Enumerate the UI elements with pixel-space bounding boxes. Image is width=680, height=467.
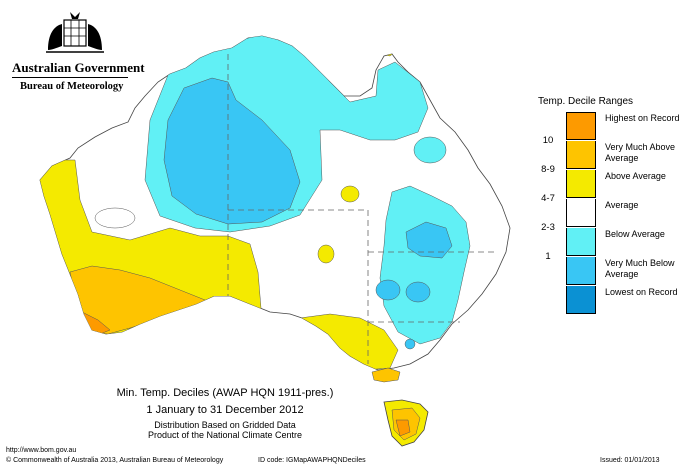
legend-swatch — [566, 228, 596, 256]
caption-product: Product of the National Climate Centre — [147, 430, 303, 440]
region-above-average-spot-2 — [317, 244, 335, 264]
legend-label: Average — [605, 200, 639, 210]
legend-swatch — [566, 257, 596, 285]
legend-label: Below Average — [605, 229, 665, 239]
caption-period: 1 January to 31 December 2012 — [146, 404, 304, 416]
region-very-much-below-east-2 — [375, 279, 401, 301]
legend-label: Very Much Above Average — [605, 142, 676, 163]
copyright-text: © Commonwealth of Australia 2013, Austra… — [6, 457, 224, 464]
bureau-subtitle: Bureau of Meteorology — [20, 81, 124, 92]
caption-method: Distribution Based on Gridded Data — [154, 420, 296, 430]
legend-swatch — [566, 112, 596, 140]
region-very-much-below-north — [163, 77, 301, 225]
legend-label: Very Much Below Average — [605, 258, 675, 279]
map-caption: Min. Temp. Deciles (AWAP HQN 1911-pres.)… — [100, 387, 350, 440]
legend-swatch — [566, 199, 596, 227]
region-average-west-spot — [94, 207, 136, 229]
region-below-average-cape — [413, 136, 447, 164]
website-url: http://www.bom.gov.au — [6, 447, 77, 454]
legend-decile: 8-9 — [541, 164, 555, 175]
legend-label: Above Average — [605, 171, 666, 181]
legend-decile: 2-3 — [541, 222, 555, 233]
region-above-average-cape-york — [379, 36, 401, 57]
legend-swatch — [566, 170, 596, 198]
region-very-much-below-east-4 — [404, 338, 416, 350]
region-very-much-below-east-3 — [405, 281, 431, 303]
region-above-average-spot-1 — [340, 185, 360, 203]
legend-swatch — [566, 141, 596, 169]
issued-date-text: Issued: 01/01/2013 — [600, 457, 660, 464]
legend-decile: 10 — [542, 135, 554, 146]
id-code-text: ID code: IGMapAWAPHQNDeciles — [258, 457, 366, 464]
caption-title: Min. Temp. Deciles (AWAP HQN 1911-pres.) — [116, 387, 334, 399]
legend-decile: 4-7 — [541, 193, 555, 204]
legend-swatch — [566, 286, 596, 314]
region-very-much-below-east-1 — [405, 221, 453, 259]
region-very-much-above-vic — [371, 367, 401, 383]
header-divider — [12, 77, 128, 78]
legend-label: Highest on Record — [605, 113, 680, 123]
legend-label: Lowest on Record — [605, 287, 678, 297]
legend-decile: 1 — [545, 251, 551, 262]
tasmania — [383, 399, 429, 447]
government-title: Australian Government — [12, 60, 145, 75]
legend-title: Temp. Decile Ranges — [538, 96, 634, 107]
state-borders — [227, 54, 496, 364]
coat-of-arms-logo — [46, 12, 104, 53]
